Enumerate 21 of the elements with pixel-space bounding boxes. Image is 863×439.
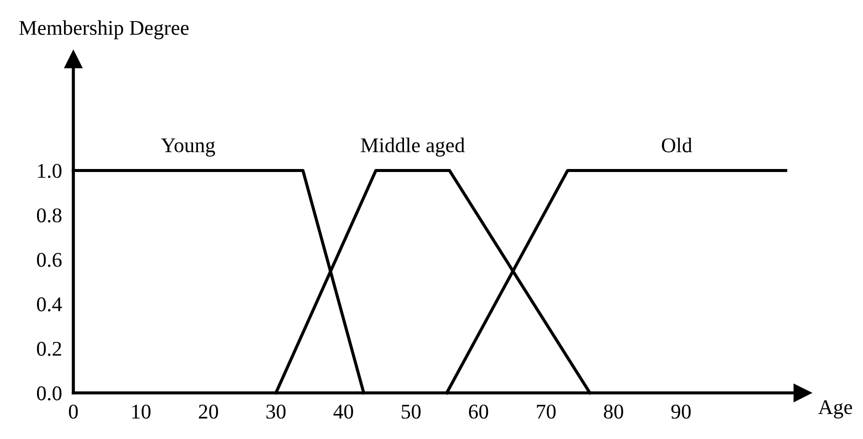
- y-tick-label: 0.2: [36, 342, 62, 356]
- x-tick-label: 50: [402, 404, 421, 419]
- x-tick-label: 30: [266, 404, 286, 419]
- series-label: Old: [662, 138, 692, 152]
- series-label: Middle aged: [360, 138, 465, 157]
- y-tick-label: 0.4: [36, 297, 62, 312]
- y-tick-label: 0.8: [36, 208, 62, 222]
- y-axis-title: Membership Degree: [19, 20, 189, 40]
- y-tick-label: 1.0: [38, 164, 62, 178]
- x-tick-label: 20: [198, 404, 218, 419]
- x-tick-label: 40: [333, 404, 354, 419]
- series-label: Young: [161, 138, 216, 157]
- x-tick-label: 70: [536, 404, 556, 419]
- x-tick-label: 80: [604, 404, 624, 419]
- x-tick-label: 10: [132, 404, 150, 419]
- y-tick-label: 0.6: [36, 252, 62, 267]
- y-tick-label: 0.0: [36, 386, 62, 400]
- x-tick-label: 0: [68, 404, 78, 419]
- x-axis-title: Age: [818, 400, 852, 418]
- x-tick-label: 60: [468, 404, 488, 419]
- x-tick-label: 90: [671, 404, 691, 419]
